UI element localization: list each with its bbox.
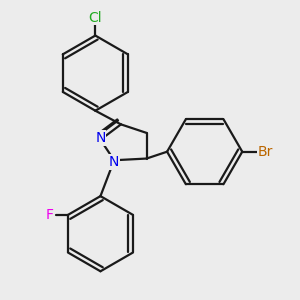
Text: N: N — [109, 155, 119, 169]
Text: F: F — [45, 208, 53, 222]
Text: Cl: Cl — [88, 11, 102, 25]
Text: Br: Br — [257, 145, 273, 159]
Text: N: N — [95, 131, 106, 145]
